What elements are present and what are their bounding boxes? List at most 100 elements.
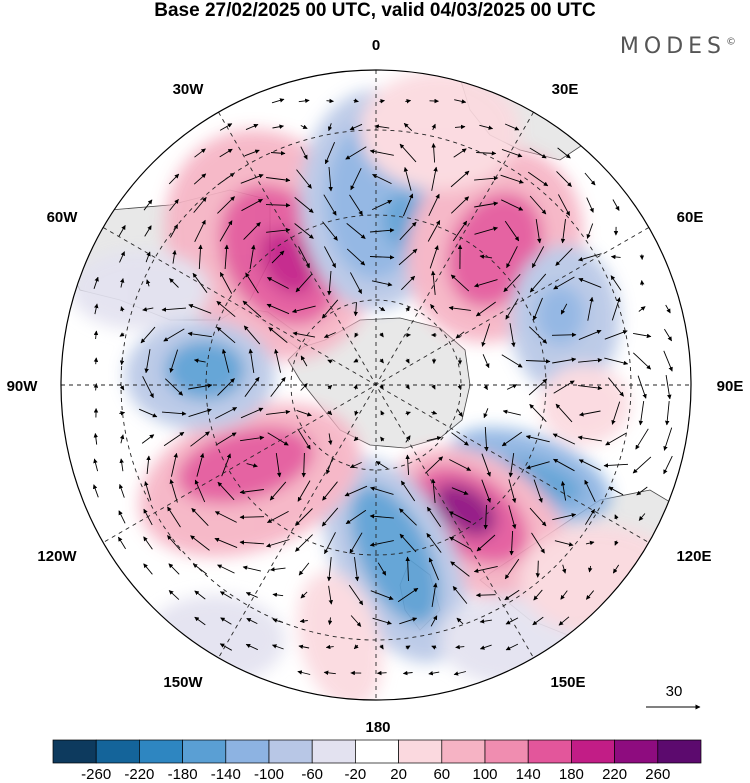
wind-vector-arrow [431,410,438,415]
wind-vector-arrow [479,644,492,650]
wind-vector-arrow [397,587,419,603]
colorbar-swatch [52,739,97,764]
wind-vector-arrow [349,461,362,469]
wind-vector-arrow [267,432,289,446]
wind-vector-arrow [161,411,187,416]
anomaly-positive [297,571,383,700]
wind-vector-arrow [402,193,414,217]
wind-vector-arrow [321,299,339,319]
wind-vector-arrow [431,166,438,191]
colorbar-swatch [614,739,659,764]
wind-vector-arrow [501,431,523,447]
wind-vector-arrow [578,277,602,288]
wind-vector-arrow [270,150,286,156]
anomaly-positive [260,229,316,295]
wind-vector-arrow [639,280,645,286]
brand-logo: MODES© [620,34,736,59]
wind-vector-arrow [272,592,284,598]
wind-vector-arrow [217,564,235,574]
wind-vector-arrow [451,432,469,446]
wind-vector-arrow [501,354,523,368]
wind-vector-arrow [295,508,313,526]
wind-vector-arrow [266,177,291,183]
wind-vector-arrow [560,219,566,244]
wind-vector-arrow [450,196,470,214]
wind-vector-arrow [638,401,645,426]
wind-vector-arrow [294,223,314,239]
wind-vector-arrow [428,670,440,676]
wind-vector-arrow [663,350,673,372]
wind-vector-arrow [533,479,543,503]
wind-vector-arrow [372,199,393,211]
wind-vector-arrow [479,124,494,130]
wind-vector-arrow [636,486,648,496]
wind-vector-arrow [553,458,575,472]
wind-vector-arrow [638,513,646,521]
wind-vector-arrow [475,301,496,317]
wind-vector-arrow [169,278,179,288]
wind-vector-arrow [369,149,394,156]
wind-vector-arrow [405,358,410,364]
wind-vector-arrow [556,171,572,187]
wind-vector-arrow [481,323,491,347]
wind-vector-arrow [405,645,411,650]
wind-vector-arrow [190,535,210,551]
wind-vector-arrow [399,143,417,163]
wind-vector-arrow [450,170,470,188]
wind-vector-arrow [324,246,336,268]
wind-vector-arrow [612,564,620,574]
wind-vector-arrow [267,511,289,523]
anomaly-negative [535,285,585,345]
wind-vector-arrow [632,456,652,474]
wind-vector-arrow [217,196,235,214]
wind-vector-arrow [611,401,621,425]
wind-vector-arrow [214,537,238,549]
wind-vector-arrow [271,644,284,650]
wind-vector-arrow [399,221,417,241]
lon-label-150e: 150E [550,674,585,691]
wind-vector-arrow [612,199,620,211]
wind-vector-arrow [119,434,125,444]
colorbar-tick-label: 220 [602,766,627,783]
wind-vector-arrow [191,507,209,527]
colorbar-swatch [95,739,140,764]
wind-vector-arrow [298,562,310,576]
wind-vector-arrow [553,276,575,290]
wind-vector-arrow [219,643,233,651]
wind-vector-arrow [501,148,523,158]
colorbar: -260 -220 -180 -140 -100 -60 -20 20 60 100 140 180 2… [52,739,702,783]
wind-vector-arrow [380,436,385,442]
lon-label-60e: 60E [677,209,704,226]
wind-vector-arrow [632,352,652,370]
wind-vector-arrow [298,644,310,649]
wind-vector-arrow [529,507,547,527]
wind-vector-arrow [354,557,360,582]
wind-vector-arrow [271,98,285,104]
wind-vector-arrow [215,407,238,419]
wind-vector-arrow [353,358,359,363]
wind-vector-arrow [405,384,410,390]
wind-vector-arrow [143,536,153,550]
wind-vector-arrow [328,433,333,446]
wind-vector-arrow [93,276,99,289]
wind-vector-arrow [142,307,154,312]
wind-vector-arrow [531,532,545,554]
wind-vector-arrow [505,643,519,651]
wind-vector-arrow [664,401,670,426]
wind-vector-arrow [328,166,333,192]
wind-vector-arrow [552,513,577,521]
wind-vector-arrow [324,142,336,165]
wind-vector-arrow [327,123,333,132]
wind-vector-arrow [528,378,548,396]
wind-vector-arrow [327,359,333,364]
wind-vector-arrow [484,426,489,452]
wind-vector-arrow [224,244,229,270]
meridian-line [102,227,650,543]
wind-vector-arrow [240,174,264,184]
wind-vector-arrow [529,147,547,159]
wind-vector-arrow [555,248,573,266]
wind-vector-arrow [535,219,542,244]
wind-vector-arrow [143,563,153,575]
wind-vector-arrow [399,508,417,526]
